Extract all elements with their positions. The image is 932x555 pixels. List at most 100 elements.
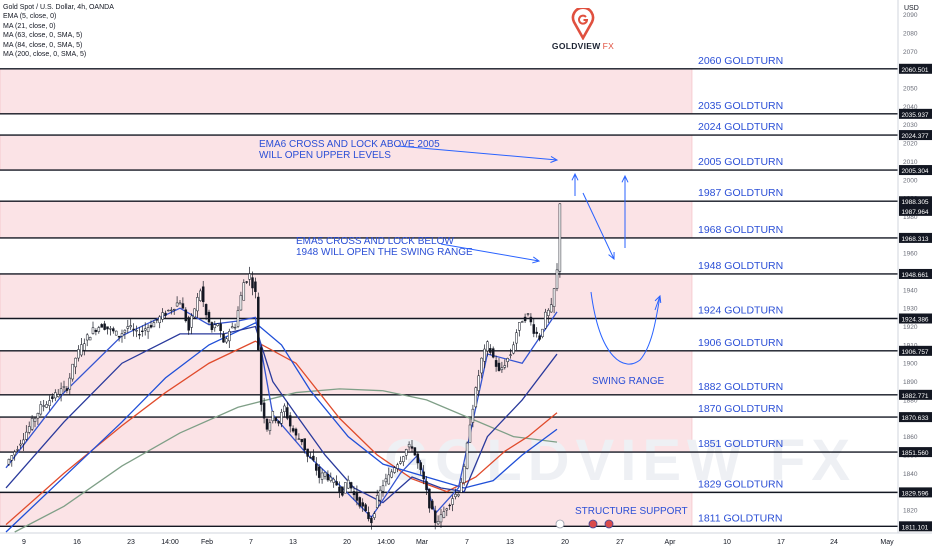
candle-body: [384, 478, 388, 483]
candle-body: [315, 463, 318, 471]
goldturn-label: 1906 GOLDTURN: [698, 337, 783, 349]
candle-body: [68, 377, 72, 390]
candle-body: [190, 315, 193, 328]
candle-body: [468, 424, 472, 443]
candle-body: [106, 326, 109, 330]
candle-body: [164, 312, 167, 316]
price-tick-label: 2050: [903, 86, 918, 93]
shaded-zone-2: [0, 200, 693, 239]
indicator-ma84[interactable]: MA (84, close, 0, SMA, 5): [3, 41, 83, 49]
candle-body: [549, 304, 553, 313]
candle-body: [335, 481, 338, 486]
candle-body: [404, 449, 408, 456]
time-tick-label: 27: [616, 539, 624, 546]
candle-body: [126, 326, 130, 329]
candle-body: [59, 388, 63, 395]
goldview-pin-icon: [571, 6, 595, 41]
candle-body: [207, 311, 211, 323]
candle-body: [500, 367, 504, 371]
event-us-flag-icon[interactable]: [588, 519, 598, 529]
candle-body: [555, 269, 559, 289]
candle-body: [161, 312, 164, 320]
price-tag-text: 1829.596: [901, 490, 928, 497]
candle-body: [445, 508, 449, 511]
candle-body: [19, 443, 22, 446]
indicator-ma21[interactable]: MA (21, close, 0): [3, 22, 56, 30]
price-tag: [899, 130, 932, 141]
candle-body: [10, 455, 14, 461]
candle-body: [143, 328, 147, 331]
annotation-swing-range: SWING RANGE: [592, 376, 665, 387]
price-tag: [899, 447, 932, 458]
candle-body: [462, 466, 466, 483]
candle-body: [346, 479, 350, 489]
price-tick-label: 1820: [903, 507, 918, 514]
goldturn-label: 2035 GOLDTURN: [698, 100, 783, 112]
price-tick-label: 1860: [903, 434, 918, 441]
time-tick-label: 13: [289, 539, 297, 546]
indicator-ma200[interactable]: MA (200, close, 0, SMA, 5): [3, 51, 87, 59]
arrow-projected-drop: [582, 192, 615, 260]
candle-body: [7, 459, 11, 465]
candle-body: [83, 343, 86, 351]
price-tag: [899, 345, 932, 356]
candle-body: [65, 388, 69, 391]
price-tag-text: 2035.937: [901, 112, 928, 119]
candle-body: [413, 447, 417, 456]
candle-body: [428, 488, 431, 509]
candle-body: [254, 281, 257, 292]
event-us-flag-icon[interactable]: [604, 519, 614, 529]
candle-body: [149, 325, 153, 328]
candle-body: [387, 474, 391, 485]
price-tick-label: 2020: [903, 141, 918, 148]
price-tick-label: 2040: [903, 104, 918, 111]
candle-body: [100, 324, 103, 328]
candle-body: [341, 486, 344, 496]
candle-body: [541, 328, 544, 337]
indicator-ema5[interactable]: EMA (5, close, 0): [3, 13, 57, 21]
time-tick-label: May: [880, 539, 894, 546]
candle-body: [271, 411, 275, 422]
candle-body: [448, 504, 451, 507]
ma63-line: [5, 322, 558, 533]
ma84-line: [5, 340, 558, 526]
candle-body: [236, 310, 240, 327]
event-dividend-icon[interactable]: [555, 519, 565, 529]
shaded-zone-3: [0, 273, 693, 319]
candle-body: [204, 304, 208, 316]
price-tick-label: 1980: [903, 214, 918, 221]
candle-body: [425, 481, 428, 491]
candle-body: [114, 330, 118, 336]
indicator-ma63[interactable]: MA (63, close, 0, SMA, 5): [3, 32, 83, 40]
arrow-ema6-head: [550, 155, 559, 163]
candle-body: [326, 473, 330, 481]
current-price-tag: [899, 205, 932, 216]
candle-body: [471, 408, 475, 423]
goldturn-label: 1811 GOLDTURN: [698, 512, 782, 524]
candle-body: [512, 344, 515, 354]
goldturn-label: 2060 GOLDTURN: [698, 55, 783, 67]
candle-body: [294, 428, 298, 436]
time-tick-label: 20: [343, 539, 351, 546]
price-tag-text: 1988.305: [901, 199, 928, 206]
price-tick-label: 2000: [903, 177, 918, 184]
candle-body: [436, 521, 440, 525]
candle-body: [483, 348, 486, 362]
candle-body: [439, 514, 443, 523]
shaded-zone-6: [0, 492, 693, 527]
candle-body: [112, 328, 115, 332]
candle-body: [196, 297, 199, 312]
candle-body: [364, 504, 367, 512]
shaded-zone-4: [0, 350, 693, 396]
price-tick-label: 1940: [903, 287, 918, 294]
time-tick-label: 7: [249, 539, 253, 546]
price-tag-text: 1851.560: [901, 450, 928, 457]
price-tick-label: 1890: [903, 379, 918, 386]
annotation-structure-support: STRUCTURE SUPPORT: [575, 506, 688, 517]
candle-body: [280, 412, 283, 424]
candle-body: [312, 455, 315, 461]
candle-body: [155, 319, 159, 321]
candle-body: [16, 449, 19, 451]
